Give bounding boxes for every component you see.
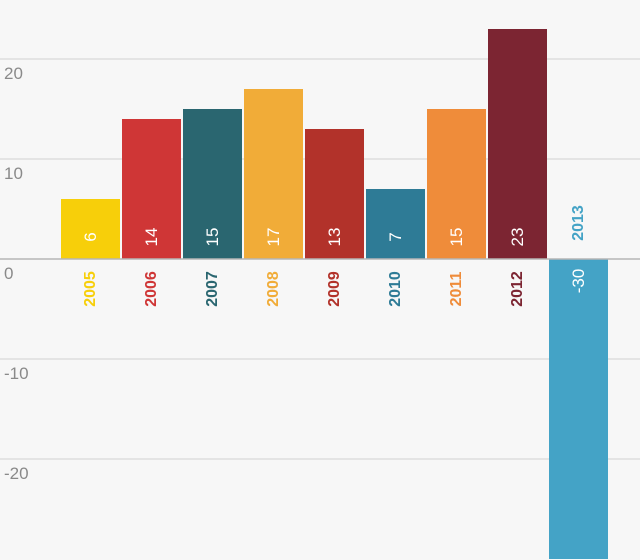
y-tick-label: -10 xyxy=(4,364,29,383)
category-labels: 2005 2006 2007 2008 2009 2010 2011 2012 2013 xyxy=(82,205,587,307)
category-label: 2010 xyxy=(387,271,404,307)
bars xyxy=(61,29,608,559)
value-label: 7 xyxy=(386,232,405,241)
bar-2011 xyxy=(427,109,486,259)
y-tick-label: 0 xyxy=(4,264,13,283)
category-label: 2005 xyxy=(82,271,99,307)
value-label: 13 xyxy=(325,228,344,247)
bar-2005 xyxy=(61,199,120,259)
category-label: 2006 xyxy=(143,271,160,307)
value-label: 15 xyxy=(447,228,466,247)
category-label: 2012 xyxy=(509,271,526,307)
value-label: 17 xyxy=(264,228,283,247)
bar-2010 xyxy=(366,189,425,259)
bar-2013 xyxy=(549,259,608,559)
bar-2008 xyxy=(244,89,303,259)
bar-2009 xyxy=(305,129,364,259)
category-label: 2011 xyxy=(448,272,465,307)
category-label: 2007 xyxy=(204,271,221,307)
value-label: 6 xyxy=(81,232,100,241)
category-label: 2013 xyxy=(570,205,587,241)
value-label: 23 xyxy=(508,228,527,247)
value-label: -30 xyxy=(569,269,588,294)
y-tick-label: 10 xyxy=(4,164,23,183)
bar-2012 xyxy=(488,29,547,259)
value-label: 14 xyxy=(142,228,161,247)
category-label: 2008 xyxy=(265,271,282,307)
value-label: 15 xyxy=(203,228,222,247)
y-tick-label: -20 xyxy=(4,464,29,483)
bar-2007 xyxy=(183,109,242,259)
category-label: 2009 xyxy=(326,271,343,307)
value-labels: 6 14 15 17 13 7 15 23 -30 xyxy=(81,228,588,294)
bar-2006 xyxy=(122,119,181,259)
y-axis: 20 10 0 -10 -20 xyxy=(4,64,29,483)
y-tick-label: 20 xyxy=(4,64,23,83)
